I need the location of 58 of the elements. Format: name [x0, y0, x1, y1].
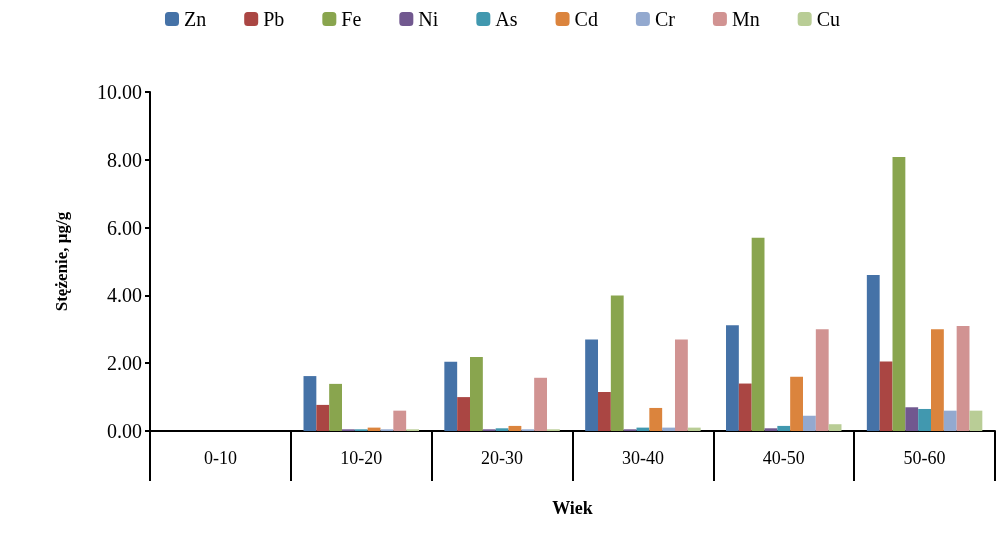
x-tick-label: 40-50	[762, 448, 805, 468]
bar	[610, 295, 624, 431]
legend-label: Fe	[341, 8, 362, 30]
legend-label: Mn	[731, 8, 760, 30]
bar	[470, 357, 483, 431]
x-tick-label: 30-40	[621, 448, 664, 468]
bar	[687, 427, 701, 431]
bar	[393, 410, 407, 431]
x-tick-label: 10-20	[340, 448, 383, 468]
bar	[495, 428, 509, 431]
bar	[585, 339, 599, 431]
bar	[815, 329, 829, 431]
legend-label: Cr	[654, 8, 676, 30]
x-tick-label: 50-60	[903, 448, 946, 468]
y-tick-label: 10.00	[97, 81, 142, 103]
bar	[534, 377, 547, 431]
y-axis-title: Stężenie, µg/g	[52, 211, 71, 312]
y-tick-label: 2.00	[107, 352, 142, 375]
x-tick-label: 20-30	[481, 448, 524, 468]
y-tick-label: 4.00	[107, 284, 142, 307]
y-tick-label: 6.00	[107, 216, 142, 239]
bar	[751, 237, 765, 431]
bar	[790, 376, 803, 431]
bar	[956, 325, 970, 431]
bar	[316, 404, 330, 431]
bar	[508, 425, 522, 431]
bar	[969, 410, 983, 431]
legend-label: Cd	[574, 8, 598, 30]
legend-label: Cu	[816, 8, 841, 30]
legend-label: Pb	[263, 8, 285, 30]
bar	[803, 415, 816, 431]
legend-label: As	[495, 8, 518, 30]
bar	[879, 361, 893, 431]
bar	[303, 376, 317, 431]
bar	[892, 157, 906, 431]
bar	[828, 424, 842, 431]
bar	[866, 275, 880, 431]
legend-label: Ni	[418, 8, 439, 30]
y-tick-label: 0.00	[107, 420, 142, 442]
x-axis-title: Wiek	[552, 498, 593, 518]
bar	[738, 383, 752, 431]
bar	[598, 392, 611, 431]
bar	[649, 407, 663, 431]
bar	[457, 397, 470, 431]
bar	[329, 383, 342, 431]
bar	[764, 428, 778, 431]
bar	[662, 427, 675, 431]
bar	[675, 339, 688, 431]
bar	[905, 407, 919, 431]
legend-label: Zn	[183, 8, 207, 30]
bar	[918, 408, 931, 431]
bar	[931, 329, 944, 431]
bar	[444, 361, 458, 431]
x-tick-label: 0-10	[203, 448, 237, 468]
y-tick-label: 8.00	[107, 148, 142, 171]
bar	[943, 410, 957, 431]
bar	[777, 425, 791, 431]
bar	[726, 325, 739, 431]
